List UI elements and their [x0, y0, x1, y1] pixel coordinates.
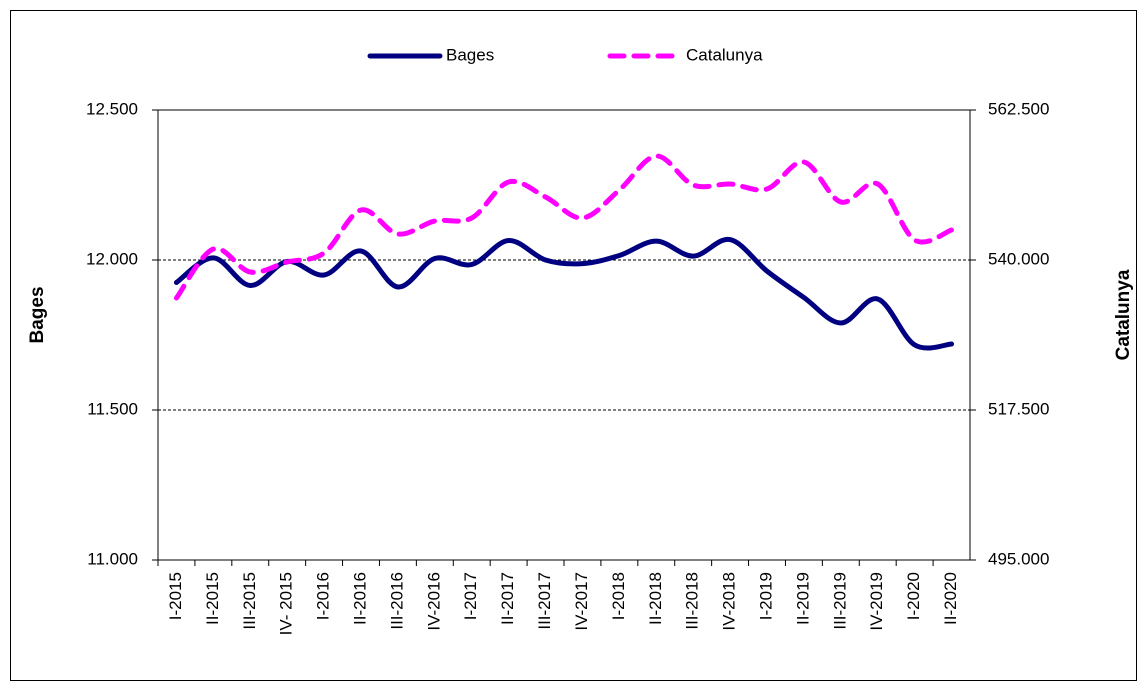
- plot-area: [158, 110, 970, 560]
- x-tick-label: II-2017: [498, 572, 517, 625]
- x-tick-label: II-2019: [793, 572, 812, 625]
- y-tick-label: 12.500: [86, 99, 138, 118]
- x-tick-label: I-2020: [904, 572, 923, 620]
- x-tick-label: IV- 2015: [277, 572, 296, 635]
- x-tick-label: IV-2019: [867, 572, 886, 631]
- x-tick-label: II-2016: [350, 572, 369, 625]
- x-tick-label: I-2018: [609, 572, 628, 620]
- x-tick-label: II-2018: [646, 572, 665, 625]
- y-tick-label: 11.000: [87, 549, 138, 568]
- x-tick-label: III-2019: [830, 572, 849, 630]
- legend-label: Catalunya: [686, 45, 763, 64]
- y2-tick-label: 540.000: [988, 249, 1049, 268]
- x-tick-label: I-2019: [756, 572, 775, 620]
- x-tick-label: IV-2016: [424, 572, 443, 631]
- series-line: [173, 237, 955, 351]
- x-tick-label: III-2017: [535, 572, 554, 630]
- x-tick-label: II-2015: [203, 572, 222, 625]
- y2-tick-label: 517.500: [988, 399, 1049, 418]
- y-tick-label: 12.000: [86, 249, 138, 268]
- x-tick-label: III-2015: [240, 572, 259, 630]
- y2-axis-title: Catalunya: [1113, 269, 1134, 360]
- x-tick-label: III-2018: [683, 572, 702, 630]
- x-tick-label: I-2016: [314, 572, 333, 620]
- x-tick-label: I-2017: [461, 572, 480, 620]
- y-axis-title: Bages: [27, 286, 48, 343]
- series-line: [173, 153, 955, 301]
- x-tick-label: I-2015: [166, 572, 185, 620]
- y2-tick-label: 562.500: [988, 99, 1049, 118]
- legend-label: Bages: [446, 45, 494, 64]
- x-tick-label: II-2020: [941, 572, 960, 625]
- x-tick-label: III-2016: [387, 572, 406, 630]
- y2-tick-label: 495.000: [988, 549, 1049, 568]
- x-tick-label: IV-2018: [720, 572, 739, 631]
- x-tick-label: IV-2017: [572, 572, 591, 631]
- y-tick-label: 11.500: [87, 399, 138, 418]
